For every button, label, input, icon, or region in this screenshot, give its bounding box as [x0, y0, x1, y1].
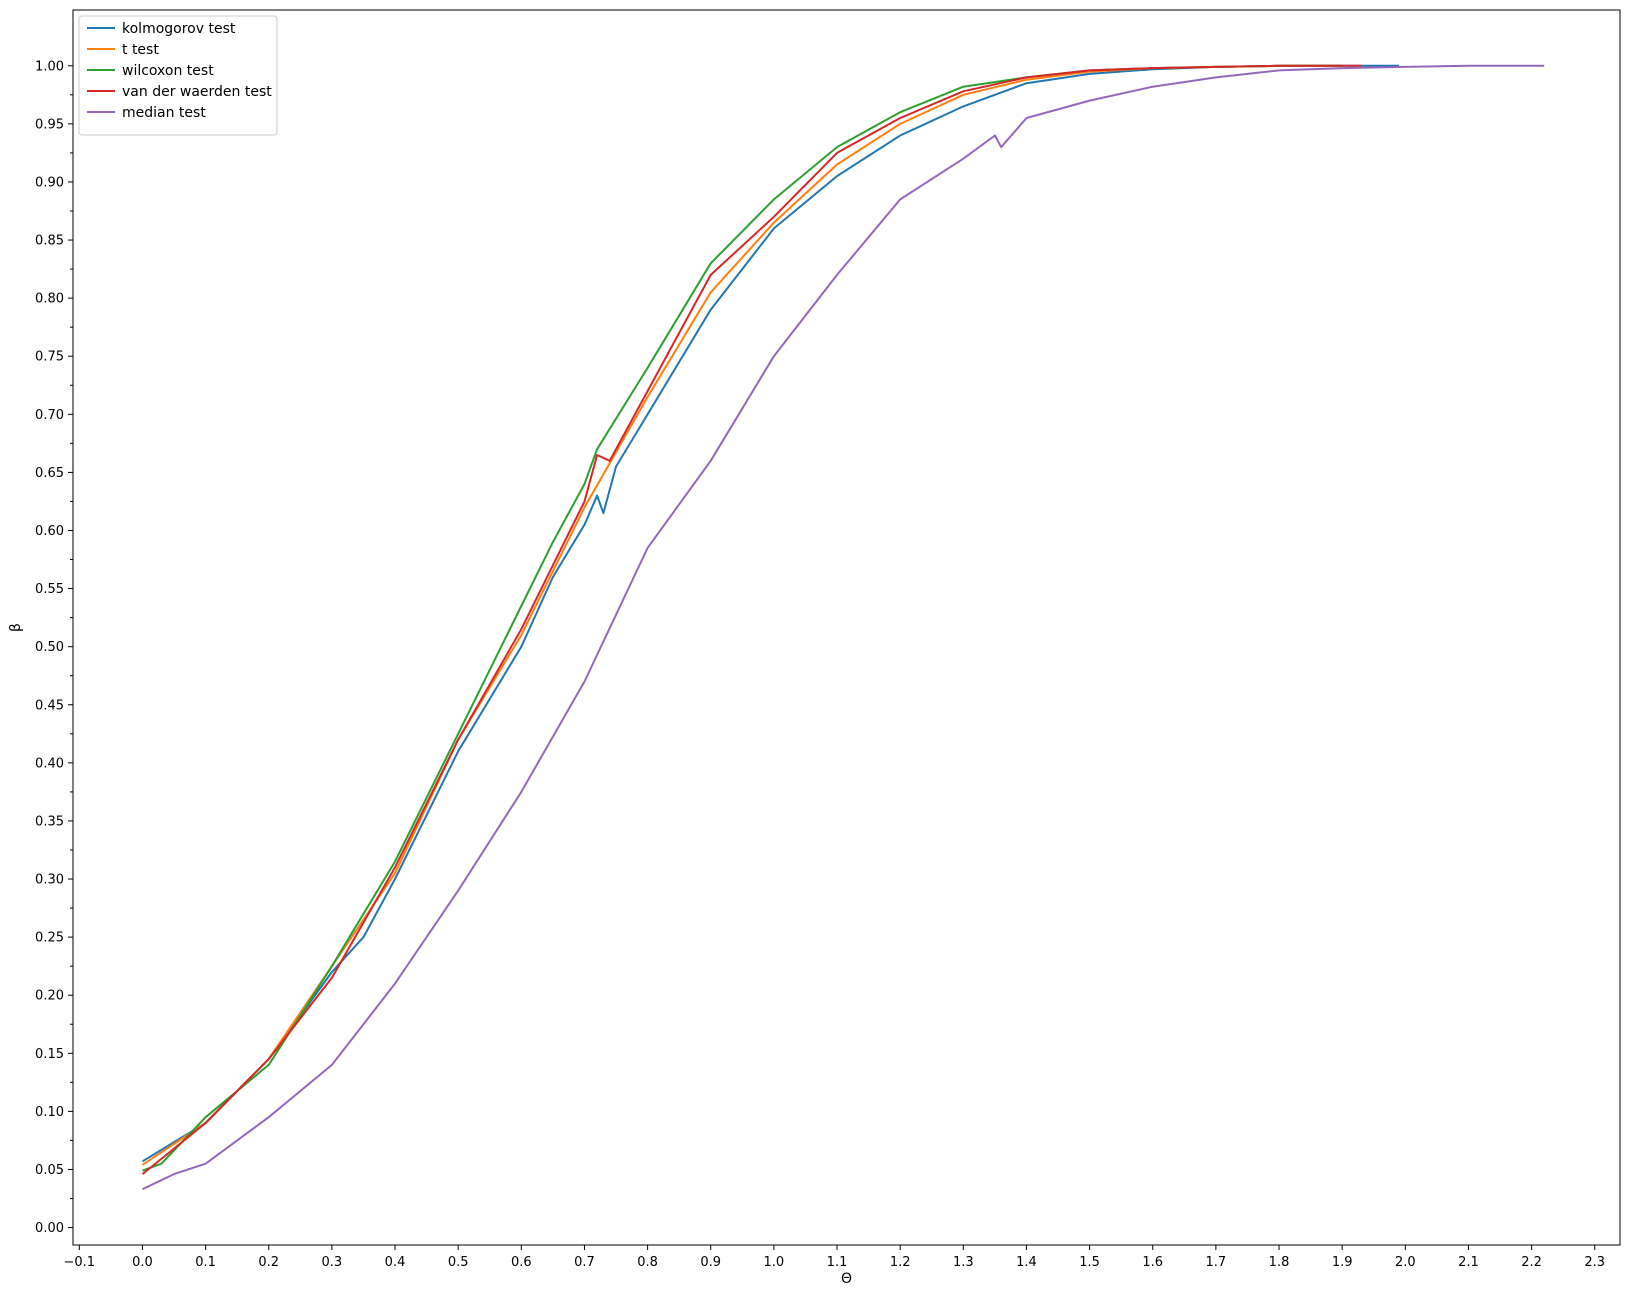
- x-tick-label: 0.9: [700, 1255, 721, 1270]
- x-tick-label: 1.7: [1206, 1255, 1227, 1270]
- x-tick-label: 0.8: [637, 1255, 658, 1270]
- x-tick-label: 1.2: [890, 1255, 911, 1270]
- y-axis-title: β: [8, 623, 24, 632]
- legend-label-3: van der waerden test: [122, 84, 272, 100]
- y-tick-label: 0.65: [35, 466, 64, 481]
- x-tick-label: 0.2: [258, 1255, 279, 1270]
- x-tick-label: −0.1: [64, 1255, 96, 1270]
- series-line-0: [141, 64, 1399, 1163]
- y-tick-label: 0.70: [35, 408, 64, 423]
- x-tick-label: 0.5: [448, 1255, 469, 1270]
- x-tick-label: 1.3: [953, 1255, 974, 1270]
- x-tick-label: 1.6: [1142, 1255, 1163, 1270]
- y-tick-label: 0.30: [35, 873, 64, 888]
- plot-area-frame: [72, 9, 1621, 1246]
- y-tick-label: 0.55: [35, 582, 64, 597]
- y-tick-label: 0.40: [35, 756, 64, 771]
- legend-label-2: wilcoxon test: [122, 63, 214, 79]
- legend-box: [78, 15, 278, 136]
- legend-label-0: kolmogorov test: [122, 21, 236, 37]
- y-tick-label: 0.85: [35, 234, 64, 249]
- x-axis-title: Θ: [841, 1271, 852, 1287]
- x-tick-label: 0.3: [322, 1255, 343, 1270]
- series-layer: [141, 64, 1545, 1191]
- y-tick-label: 0.35: [35, 814, 64, 829]
- y-tick-label: 0.10: [35, 1105, 64, 1120]
- x-tick-label: 0.0: [132, 1255, 153, 1270]
- y-tick-label: 0.20: [35, 989, 64, 1004]
- x-tick-label: 2.1: [1458, 1255, 1479, 1270]
- legend-label-4: median test: [122, 105, 206, 121]
- y-tick-label: 0.00: [35, 1221, 64, 1236]
- legend-label-1: t test: [122, 42, 159, 58]
- x-tick-label: 2.2: [1521, 1255, 1542, 1270]
- x-tick-label: 1.5: [1079, 1255, 1100, 1270]
- x-tick-label: 0.1: [195, 1255, 216, 1270]
- x-tick-label: 1.0: [764, 1255, 785, 1270]
- y-tick-label: 0.15: [35, 1047, 64, 1062]
- x-tick-label: 0.4: [385, 1255, 406, 1270]
- series-line-3: [141, 64, 1362, 1175]
- y-tick-label: 0.45: [35, 698, 64, 713]
- y-tick-label: 0.05: [35, 1163, 64, 1178]
- x-tick-label: 2.3: [1584, 1255, 1605, 1270]
- x-tick-label: 0.7: [574, 1255, 595, 1270]
- axis-ticks: −0.1 0.0 0.1 0.2 0.3 0.4 0.5 0.6 0.7 0.8 0.9 1.0 1.1…: [35, 59, 1605, 1270]
- y-tick-label: 1.00: [35, 59, 64, 74]
- x-tick-label: 1.1: [827, 1255, 848, 1270]
- y-tick-label: 0.50: [35, 640, 64, 655]
- x-tick-label: 1.8: [1269, 1255, 1290, 1270]
- legend: kolmogorov test t test wilcoxon test van de…: [78, 15, 278, 136]
- y-tick-label: 0.25: [35, 931, 64, 946]
- x-tick-label: 1.9: [1332, 1255, 1353, 1270]
- x-tick-label: 2.0: [1395, 1255, 1416, 1270]
- y-tick-label: 0.95: [35, 117, 64, 132]
- y-tick-label: 0.60: [35, 524, 64, 539]
- series-line-4: [142, 64, 1545, 1191]
- y-tick-label: 0.75: [35, 350, 64, 365]
- x-tick-label: 1.4: [1016, 1255, 1037, 1270]
- x-tick-label: 0.6: [511, 1255, 532, 1270]
- y-tick-label: 0.90: [35, 175, 64, 190]
- y-tick-label: 0.80: [35, 292, 64, 307]
